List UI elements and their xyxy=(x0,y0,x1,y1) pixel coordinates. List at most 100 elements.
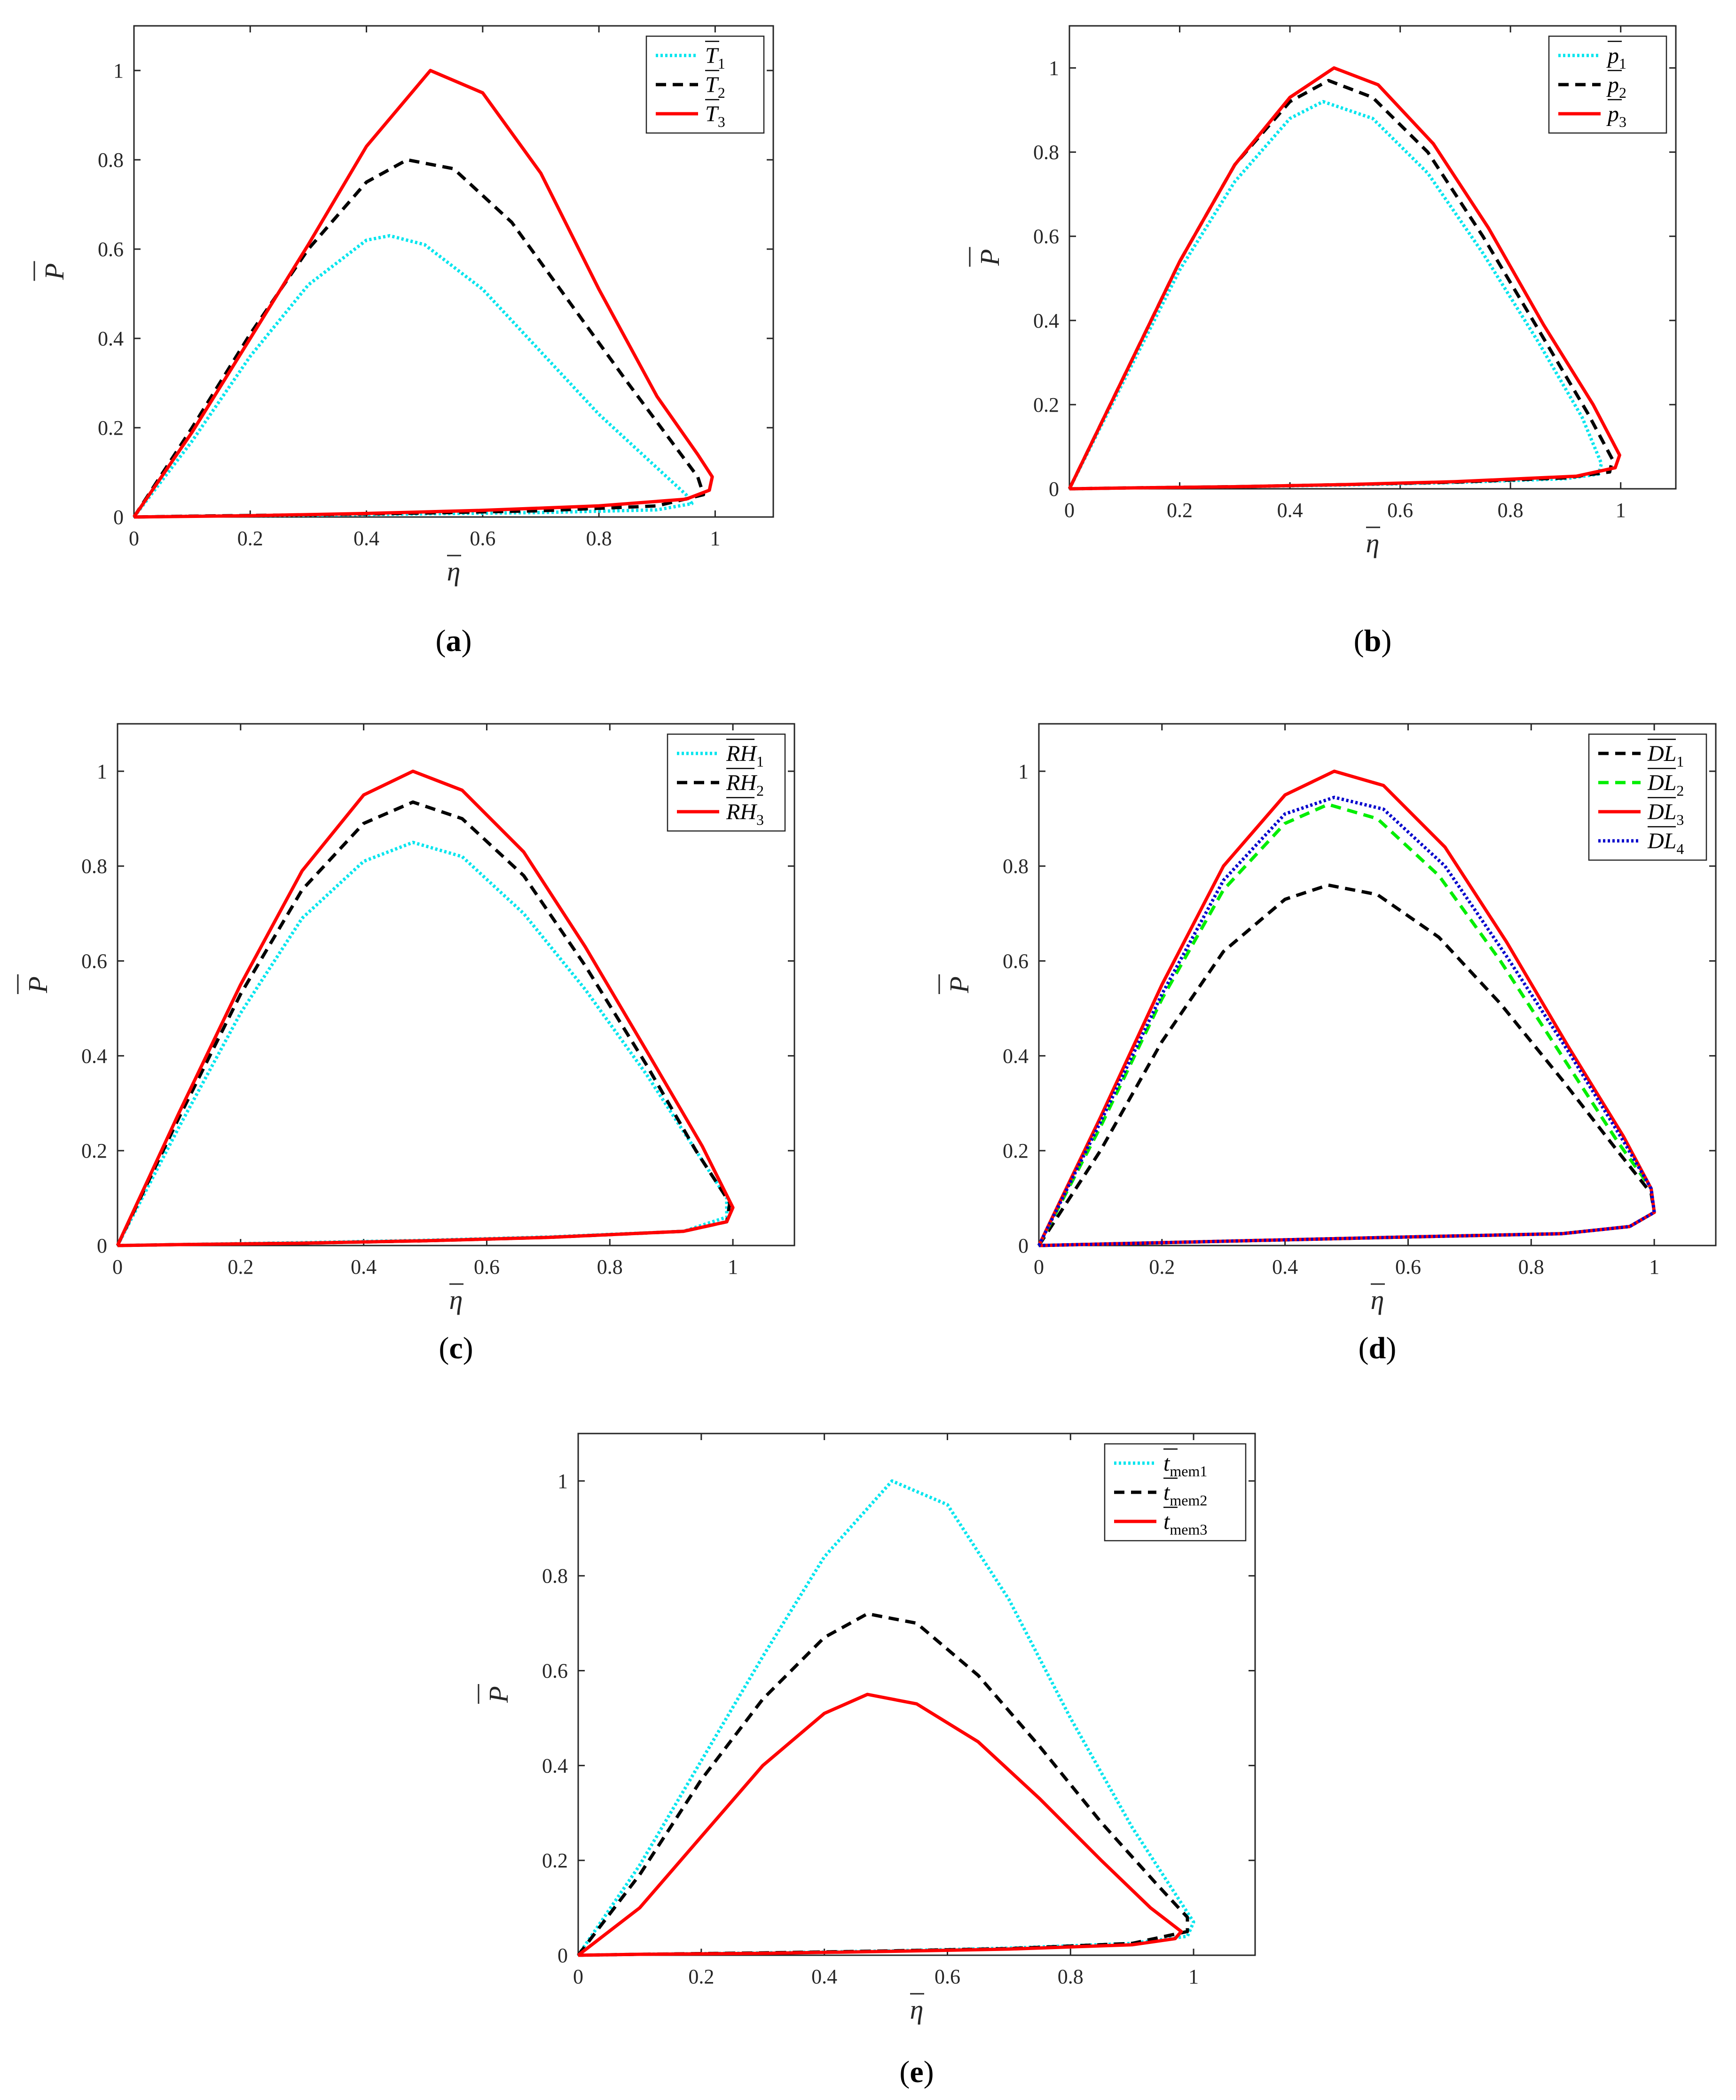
caption-part: ( xyxy=(1354,624,1364,658)
legend-label: T1 xyxy=(705,43,725,72)
y-tick-label: 0 xyxy=(558,1944,568,1967)
series-line-3 xyxy=(1037,769,1656,1247)
x-tick-label: 0.4 xyxy=(811,1965,837,1988)
legend-label-subscript: mem2 xyxy=(1170,1492,1207,1509)
caption-part: ) xyxy=(462,624,472,658)
caption-part: c xyxy=(449,1331,463,1365)
y-tick-label: 0.2 xyxy=(1033,393,1059,416)
series-line-4 xyxy=(1037,795,1656,1247)
x-tick-label: 0.8 xyxy=(586,527,612,550)
y-tick-label: 0.6 xyxy=(81,950,107,973)
x-axis-label: η xyxy=(449,1285,463,1315)
y-tick-label: 0.2 xyxy=(98,416,124,439)
legend-box xyxy=(1104,1443,1247,1542)
y-tick-label: 1 xyxy=(1049,57,1059,80)
x-tick-label: 0 xyxy=(112,1255,123,1278)
legend-label-name: RH xyxy=(726,770,757,795)
y-axis-label: P xyxy=(974,249,1005,266)
x-tick-label: 1 xyxy=(1188,1965,1199,1988)
caption-part: ( xyxy=(899,2055,910,2089)
series-line-1 xyxy=(116,840,729,1247)
legend-label-subscript: 3 xyxy=(1619,113,1626,130)
legend-label-subscript: 1 xyxy=(756,753,764,770)
series-line-2 xyxy=(133,158,706,519)
series-line-1 xyxy=(133,234,694,519)
x-tick-label: 1 xyxy=(728,1255,738,1278)
x-tick-label: 0.6 xyxy=(1395,1255,1421,1278)
y-tick-label: 0.6 xyxy=(1003,950,1029,973)
y-tick-label: 0 xyxy=(113,506,124,529)
caption-part: d xyxy=(1369,1331,1386,1365)
y-tick-label: 0.8 xyxy=(98,149,124,172)
legend-label: DL4 xyxy=(1647,829,1684,857)
x-tick-label: 0 xyxy=(129,527,139,550)
legend-label: tmem2 xyxy=(1163,1480,1207,1509)
y-tick-label: 0.8 xyxy=(542,1565,568,1588)
legend-label-name: t xyxy=(1163,1451,1170,1476)
legend-label-name: T xyxy=(705,102,719,126)
legend-label: T3 xyxy=(705,102,725,130)
legend-label-subscript: 1 xyxy=(1619,55,1626,72)
legend-label: DL3 xyxy=(1647,799,1684,828)
legend-label-subscript: 4 xyxy=(1676,840,1684,857)
panel-caption: (c) xyxy=(439,1331,473,1365)
panel-e: 0 0.2 0.4 0.6 0.8 100.20.40.60.81ηPtmem1tmem2… xyxy=(478,1433,1256,2089)
x-tick-label: 0 xyxy=(573,1965,583,1988)
x-tick-label: 1 xyxy=(1649,1255,1659,1278)
x-tick-label: 0.4 xyxy=(353,527,379,550)
caption-part: ( xyxy=(439,1331,449,1365)
x-tick-label: 0.2 xyxy=(228,1255,253,1278)
x-axis-label: η xyxy=(1371,1285,1384,1315)
legend-label: DL2 xyxy=(1647,770,1684,799)
y-tick-label: 1 xyxy=(1018,760,1029,783)
series-line-1 xyxy=(577,1479,1195,1957)
x-tick-label: 0.8 xyxy=(1518,1255,1544,1278)
y-axis-label: P xyxy=(23,976,53,993)
caption-part: b xyxy=(1364,624,1382,658)
caption-part: ( xyxy=(1359,1331,1369,1365)
legend-label-name: p xyxy=(1606,72,1619,97)
caption-part: ) xyxy=(924,2055,934,2089)
y-tick-label: 0.2 xyxy=(1003,1139,1029,1162)
y-tick-label: 0.8 xyxy=(81,855,107,878)
x-tick-label: 0.6 xyxy=(935,1965,960,1988)
x-tick-label: 0.6 xyxy=(470,527,495,550)
y-tick-label: 0.4 xyxy=(542,1754,568,1777)
legend-label-subscript: 1 xyxy=(1676,753,1684,770)
y-axis-label: P xyxy=(944,976,974,993)
legend-label-name: DL xyxy=(1647,829,1676,854)
panel-caption: (d) xyxy=(1359,1331,1397,1365)
caption-part: e xyxy=(910,2055,923,2089)
x-tick-label: 0.4 xyxy=(1272,1255,1298,1278)
legend-label: p3 xyxy=(1606,102,1626,130)
y-tick-label: 0.4 xyxy=(81,1044,107,1067)
x-tick-label: 0.2 xyxy=(1149,1255,1175,1278)
x-tick-label: 0.6 xyxy=(474,1255,500,1278)
y-tick-label: 0.6 xyxy=(542,1660,568,1683)
y-tick-label: 0.4 xyxy=(98,327,124,350)
x-tick-label: 1 xyxy=(710,527,720,550)
y-tick-label: 0.4 xyxy=(1033,309,1059,332)
y-axis-label: P xyxy=(39,263,70,280)
series-line-3 xyxy=(116,769,735,1247)
x-tick-label: 0.8 xyxy=(1058,1965,1084,1988)
legend-label-subscript: 2 xyxy=(1619,84,1626,101)
legend-label-subscript: 2 xyxy=(756,782,764,799)
y-axis-label: P xyxy=(483,1686,514,1703)
legend-label: DL1 xyxy=(1647,741,1684,770)
legend-label: RH3 xyxy=(726,799,764,828)
x-tick-label: 0.8 xyxy=(1498,499,1524,522)
y-tick-label: 0.6 xyxy=(1033,225,1059,248)
x-tick-label: 0.2 xyxy=(1167,499,1193,522)
y-tick-label: 0.6 xyxy=(98,238,124,261)
series-line-3 xyxy=(577,1693,1183,1957)
y-tick-label: 0.2 xyxy=(542,1849,568,1872)
caption-part: ) xyxy=(1386,1331,1396,1365)
legend-label-subscript: 3 xyxy=(1676,811,1684,828)
legend-label-name: DL xyxy=(1647,770,1676,795)
legend-label-name: p xyxy=(1606,43,1619,68)
